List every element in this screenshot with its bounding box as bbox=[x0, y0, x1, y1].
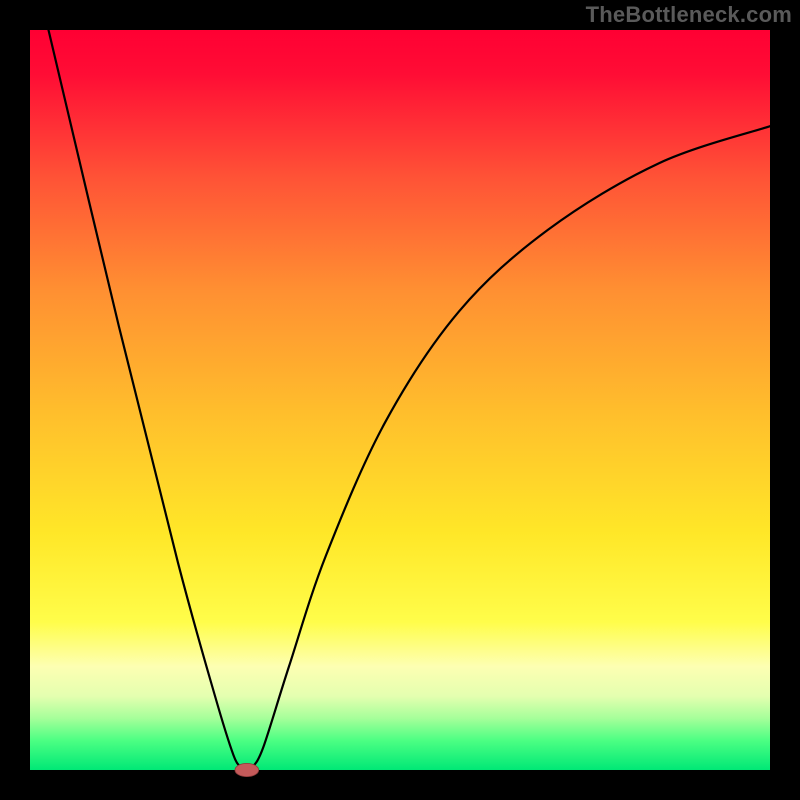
optimal-point-marker bbox=[235, 763, 259, 776]
bottleneck-chart bbox=[0, 0, 800, 800]
plot-background bbox=[30, 30, 770, 770]
chart-container: TheBottleneck.com bbox=[0, 0, 800, 800]
watermark-text: TheBottleneck.com bbox=[586, 2, 792, 28]
